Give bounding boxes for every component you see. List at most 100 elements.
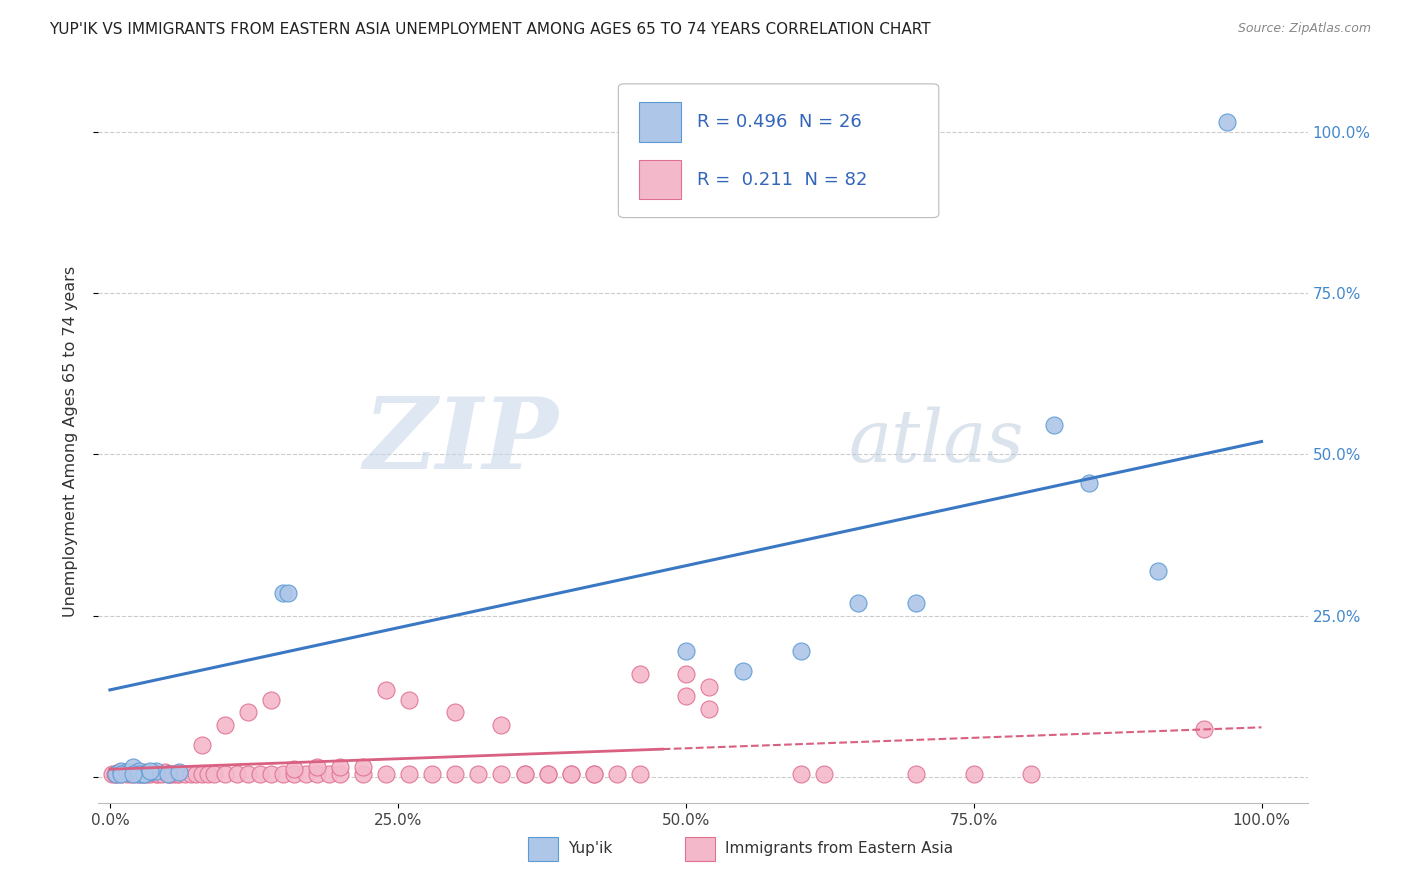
Point xyxy=(167,766,190,780)
Point xyxy=(375,682,398,697)
Point xyxy=(142,764,165,779)
Point xyxy=(905,766,928,780)
Point xyxy=(173,766,195,780)
Point xyxy=(398,766,420,780)
Point xyxy=(197,766,219,780)
Point xyxy=(329,760,352,774)
Point xyxy=(156,766,179,780)
Point xyxy=(260,692,283,706)
Point xyxy=(155,764,177,779)
Point xyxy=(467,766,489,780)
Point xyxy=(110,764,132,778)
Point xyxy=(628,766,651,780)
Point xyxy=(318,766,340,780)
Point xyxy=(1077,476,1099,491)
Point xyxy=(1147,564,1170,578)
Point xyxy=(180,766,202,780)
Point xyxy=(236,766,259,780)
Point xyxy=(813,766,835,780)
Point xyxy=(120,766,142,780)
Point xyxy=(214,766,236,780)
Point xyxy=(513,766,536,780)
Point xyxy=(166,766,188,780)
Point xyxy=(260,766,283,780)
Point xyxy=(536,766,558,780)
Point xyxy=(128,764,150,778)
Point xyxy=(697,702,720,716)
Point xyxy=(962,766,984,780)
Text: R =  0.211  N = 82: R = 0.211 N = 82 xyxy=(697,171,868,189)
Point xyxy=(283,762,305,776)
Point xyxy=(105,766,128,780)
Point xyxy=(307,766,329,780)
Point xyxy=(491,766,513,780)
Point xyxy=(236,706,259,720)
Point xyxy=(1216,115,1239,129)
Point xyxy=(444,766,467,780)
Point xyxy=(167,764,190,779)
Bar xyxy=(638,160,682,200)
Point xyxy=(283,766,305,780)
Point xyxy=(108,764,131,779)
Point xyxy=(675,644,697,658)
Point xyxy=(156,766,179,780)
FancyBboxPatch shape xyxy=(619,84,939,218)
Point xyxy=(560,766,582,780)
Point xyxy=(1192,722,1215,736)
Text: Source: ZipAtlas.com: Source: ZipAtlas.com xyxy=(1237,22,1371,36)
Point xyxy=(122,760,145,774)
Point xyxy=(560,766,582,780)
Point xyxy=(145,766,167,780)
Point xyxy=(398,692,420,706)
Point xyxy=(790,766,813,780)
Point xyxy=(148,766,170,780)
Point xyxy=(675,666,697,681)
Point xyxy=(101,766,124,780)
Point xyxy=(145,764,167,778)
Point xyxy=(128,766,150,780)
Text: Yup'ik: Yup'ik xyxy=(568,841,612,855)
Text: R = 0.496  N = 26: R = 0.496 N = 26 xyxy=(697,113,862,131)
Point xyxy=(536,766,558,780)
Text: Immigrants from Eastern Asia: Immigrants from Eastern Asia xyxy=(724,841,953,855)
Point xyxy=(905,596,928,610)
Point xyxy=(582,766,605,780)
Point xyxy=(422,766,444,780)
Point xyxy=(352,760,374,774)
Point xyxy=(628,666,651,681)
Text: YUP'IK VS IMMIGRANTS FROM EASTERN ASIA UNEMPLOYMENT AMONG AGES 65 TO 74 YEARS CO: YUP'IK VS IMMIGRANTS FROM EASTERN ASIA U… xyxy=(49,22,931,37)
Point xyxy=(191,738,214,752)
Bar xyxy=(527,838,558,861)
Point xyxy=(110,766,132,780)
Bar xyxy=(685,838,716,861)
Point xyxy=(134,766,156,780)
Point xyxy=(249,766,271,780)
Point xyxy=(135,766,157,780)
Point xyxy=(444,706,467,720)
Point xyxy=(697,680,720,694)
Point xyxy=(134,764,156,779)
Point xyxy=(139,766,162,780)
Text: ZIP: ZIP xyxy=(363,393,558,490)
Point xyxy=(271,586,294,600)
Point xyxy=(582,766,605,780)
Point xyxy=(159,766,181,780)
Point xyxy=(115,764,138,779)
Point xyxy=(225,766,247,780)
Point xyxy=(733,664,755,678)
Point xyxy=(491,718,513,732)
Point xyxy=(186,766,208,780)
Text: atlas: atlas xyxy=(848,406,1024,477)
Point xyxy=(513,766,536,780)
Point xyxy=(214,718,236,732)
Point xyxy=(122,764,145,779)
Point xyxy=(112,764,135,779)
Point xyxy=(115,766,138,780)
Point xyxy=(139,764,162,779)
Point xyxy=(375,766,398,780)
Point xyxy=(1043,418,1066,433)
Point xyxy=(606,766,628,780)
Point xyxy=(329,766,352,780)
Point xyxy=(139,764,162,778)
Point xyxy=(294,766,316,780)
